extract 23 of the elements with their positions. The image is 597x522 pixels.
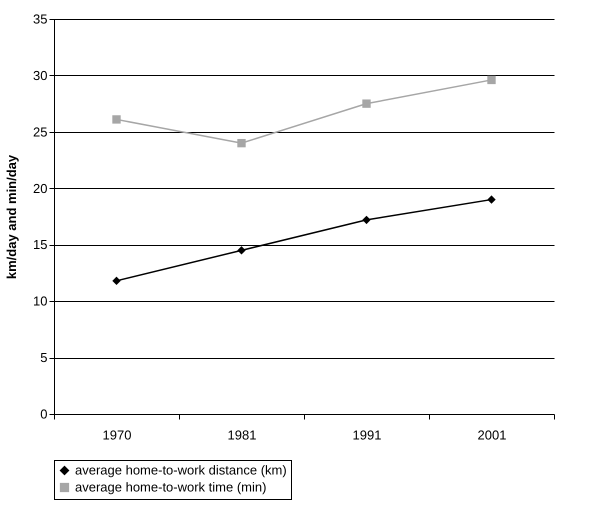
point [487, 195, 496, 204]
point [362, 216, 371, 224]
y-tick-label: 10 [33, 294, 48, 309]
point [237, 138, 246, 148]
point [362, 99, 371, 108]
x-tick-label: 1991 [352, 428, 382, 442]
legend-label: average home-to-work distance (km) [75, 462, 287, 478]
point [112, 276, 121, 286]
x-tick-label: 1970 [102, 428, 132, 442]
y-tick-label: 30 [33, 68, 48, 83]
point [112, 115, 121, 124]
point [487, 76, 496, 84]
y-axis-title: km/day and min/day [4, 154, 20, 280]
y-tick-label: 0 [40, 406, 48, 422]
y-tick-label: 20 [33, 180, 48, 196]
y-tick-label: 5 [40, 350, 48, 366]
x-tick-label: 2001 [478, 428, 506, 442]
y-tick-label: 25 [33, 124, 48, 140]
y-tick-label: 35 [33, 12, 48, 26]
point [237, 246, 246, 255]
y-tick-label: 15 [33, 237, 48, 252]
legend-label: average home-to-work time (min) [75, 480, 266, 494]
x-tick-label: 1981 [228, 428, 256, 442]
